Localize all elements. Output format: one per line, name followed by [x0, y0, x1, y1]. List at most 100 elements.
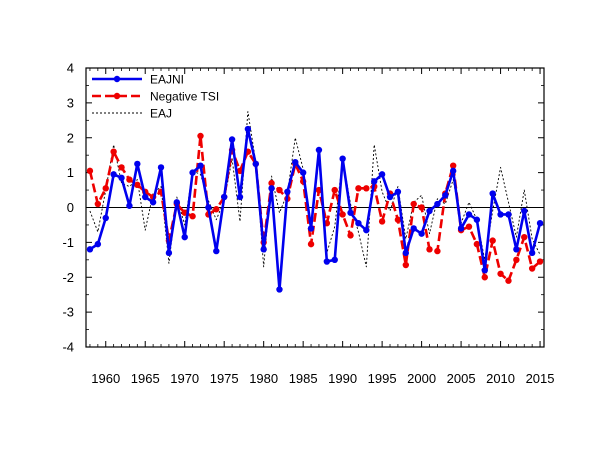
data-point: [299, 169, 307, 176]
data-point: [292, 158, 299, 166]
data-point: [276, 186, 283, 194]
data-point: [473, 216, 481, 223]
data-point: [465, 223, 473, 230]
data-point: [149, 199, 157, 206]
data-point: [355, 219, 362, 227]
data-point: [489, 190, 496, 197]
data-point: [426, 207, 433, 215]
data-point: [126, 202, 133, 209]
data-point: [197, 132, 204, 140]
data-point: [189, 169, 196, 176]
y-tick-label: 2: [67, 130, 74, 145]
data-point: [220, 193, 228, 201]
data-point: [355, 185, 362, 192]
y-tick-label: 3: [67, 95, 74, 110]
data-point: [110, 171, 117, 178]
data-point: [481, 274, 488, 281]
x-tick-label: 2000: [407, 371, 436, 386]
data-point: [94, 200, 102, 208]
x-tick-label: 2015: [526, 371, 555, 386]
data-point: [347, 232, 354, 239]
data-point: [331, 256, 338, 264]
data-point: [260, 246, 267, 253]
data-point: [213, 247, 220, 255]
data-point: [449, 162, 457, 169]
series-layer: [86, 111, 544, 293]
data-point: [189, 213, 196, 220]
data-point: [497, 211, 504, 218]
x-tick-label: 1965: [131, 371, 160, 386]
data-point: [418, 204, 425, 211]
data-point: [402, 249, 410, 257]
data-point: [339, 155, 346, 162]
legend-entry: EAJNI: [92, 73, 184, 87]
data-point: [142, 193, 149, 201]
y-tick-label: 0: [67, 200, 74, 215]
data-point: [347, 209, 354, 216]
data-point: [505, 277, 512, 284]
x-tick-label: 1990: [328, 371, 357, 386]
data-point: [86, 167, 94, 175]
data-point: [378, 171, 386, 178]
data-point: [197, 162, 204, 169]
legend-entry: EAJ: [92, 107, 172, 121]
legend-label: Negative TSI: [150, 90, 219, 104]
data-point: [442, 192, 449, 199]
data-point: [268, 179, 275, 187]
data-point: [410, 200, 417, 208]
y-tick-label: -3: [62, 305, 74, 320]
data-point: [276, 286, 283, 293]
y-axis: -4 -3 -2 -1 0 1 2 3 4: [62, 61, 544, 355]
legend-label: EAJNI: [150, 73, 184, 87]
data-point: [94, 240, 102, 248]
series-eajni: [86, 125, 544, 293]
data-point: [118, 174, 125, 182]
data-point: [205, 204, 212, 211]
data-point: [268, 185, 275, 192]
data-point: [489, 237, 496, 244]
x-tick-label: 2010: [486, 371, 515, 386]
data-point: [394, 188, 402, 196]
data-point: [513, 256, 520, 264]
data-point: [449, 167, 457, 175]
data-point: [363, 226, 370, 234]
x-tick-label: 1980: [249, 371, 278, 386]
x-tick-label: 1985: [289, 371, 318, 386]
data-point: [465, 211, 473, 218]
data-point: [386, 193, 394, 201]
data-point: [252, 160, 259, 168]
data-point: [323, 258, 331, 265]
x-axis: 1960 1965 1970 1975 1980 1985 1990 1995 2000 2005…: [89, 68, 555, 386]
data-point: [173, 199, 181, 206]
data-point: [307, 225, 315, 232]
y-tick-label: -1: [62, 235, 74, 250]
data-point: [521, 207, 528, 215]
data-point: [134, 160, 141, 168]
data-point: [363, 185, 370, 192]
y-tick-label: -4: [62, 340, 74, 355]
data-point: [505, 211, 512, 218]
series-negative-tsi: [86, 132, 544, 284]
data-point: [315, 146, 323, 154]
x-tick-label: 1995: [368, 371, 397, 386]
legend: EAJNI Negative TSI EAJ: [92, 73, 219, 121]
y-tick-label: 1: [67, 165, 74, 180]
data-point: [307, 240, 315, 248]
x-tick-label: 1975: [210, 371, 239, 386]
data-point: [339, 211, 346, 218]
y-tick-label: 4: [67, 61, 74, 76]
data-point: [181, 233, 188, 241]
data-point: [521, 233, 528, 241]
data-point: [536, 258, 544, 265]
data-point: [402, 261, 410, 269]
data-point: [426, 246, 433, 253]
x-tick-label: 2005: [447, 371, 476, 386]
data-point: [410, 225, 417, 232]
data-point: [513, 246, 520, 253]
data-point: [126, 176, 133, 183]
data-point: [473, 240, 481, 248]
data-point: [497, 270, 504, 277]
data-point: [481, 267, 488, 274]
legend-marker: [113, 75, 121, 83]
data-point: [418, 230, 425, 237]
